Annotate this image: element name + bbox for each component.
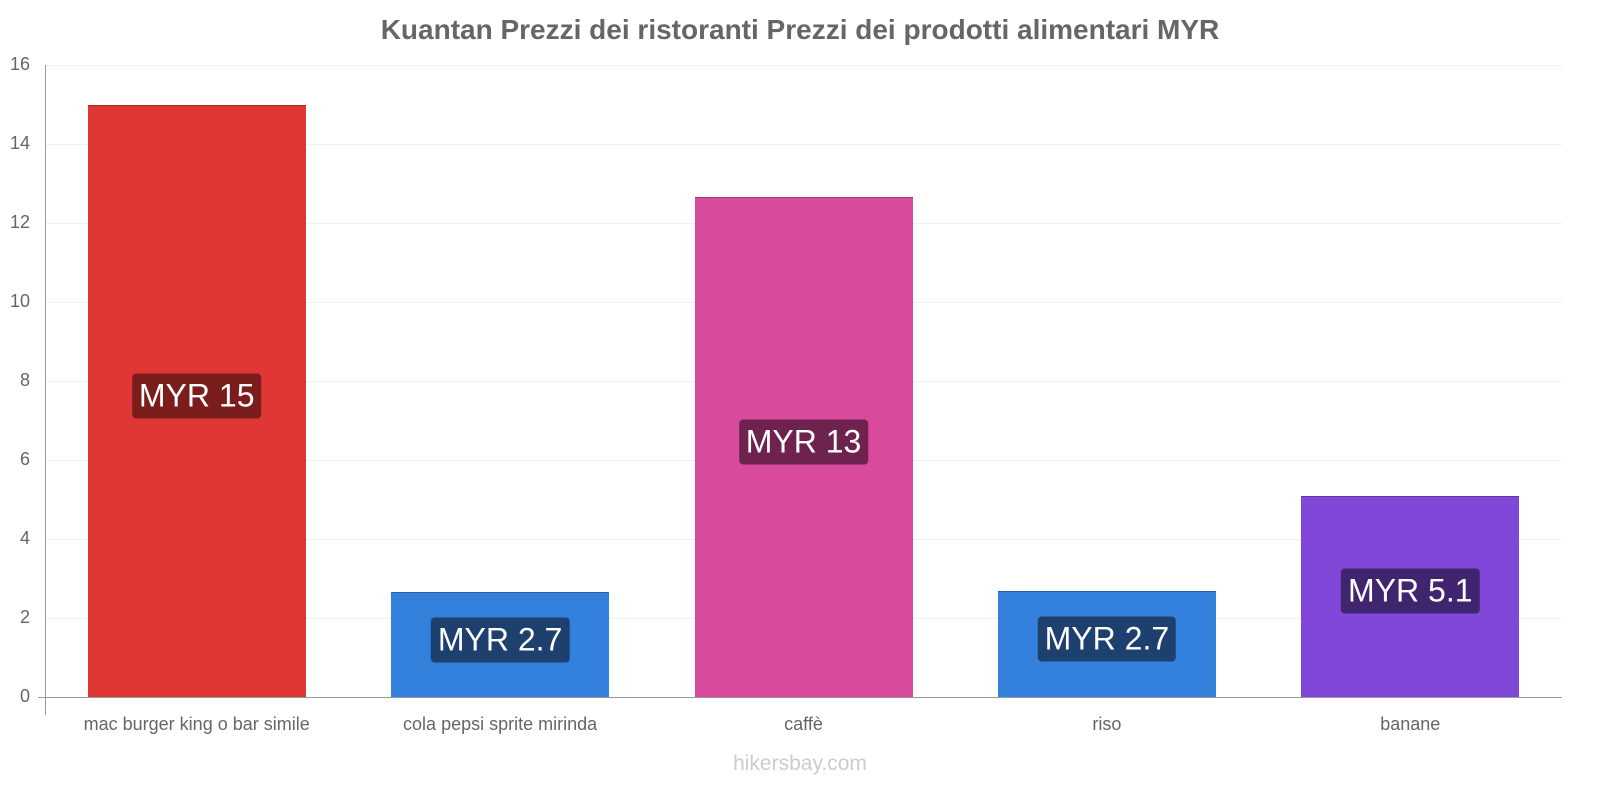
y-tick-label: 14 <box>9 133 30 153</box>
y-tick-label: 12 <box>9 212 30 232</box>
y-tick-label: 4 <box>19 528 30 548</box>
bar-value-label: MYR 2.7 <box>1037 616 1177 662</box>
y-tick-label: 10 <box>9 291 30 311</box>
chart-title: Kuantan Prezzi dei ristoranti Prezzi dei… <box>380 14 1220 45</box>
y-tick-label: 8 <box>19 370 30 390</box>
bar-value-label: MYR 2.7 <box>430 617 570 663</box>
watermark: hikersbay.com <box>733 752 867 775</box>
gridline <box>45 65 1562 66</box>
x-tick-label: riso <box>1092 714 1122 734</box>
gridline <box>45 144 1562 145</box>
y-axis-line <box>45 65 46 715</box>
y-tick-label: 16 <box>9 54 30 74</box>
y-tick-label: 2 <box>19 607 30 627</box>
x-tick-label: cola pepsi sprite mirinda <box>403 714 598 734</box>
x-axis-line <box>38 697 1562 698</box>
y-tick-label: 6 <box>19 449 30 469</box>
x-tick-label: banane <box>1380 714 1441 734</box>
y-tick-label: 0 <box>19 686 30 706</box>
bar-value-label: MYR 13 <box>738 419 869 465</box>
x-tick-label: mac burger king o bar simile <box>83 714 310 734</box>
bar-value-label: MYR 5.1 <box>1341 568 1480 614</box>
x-tick-label: caffè <box>784 714 823 734</box>
bar-value-label: MYR 15 <box>131 373 262 419</box>
